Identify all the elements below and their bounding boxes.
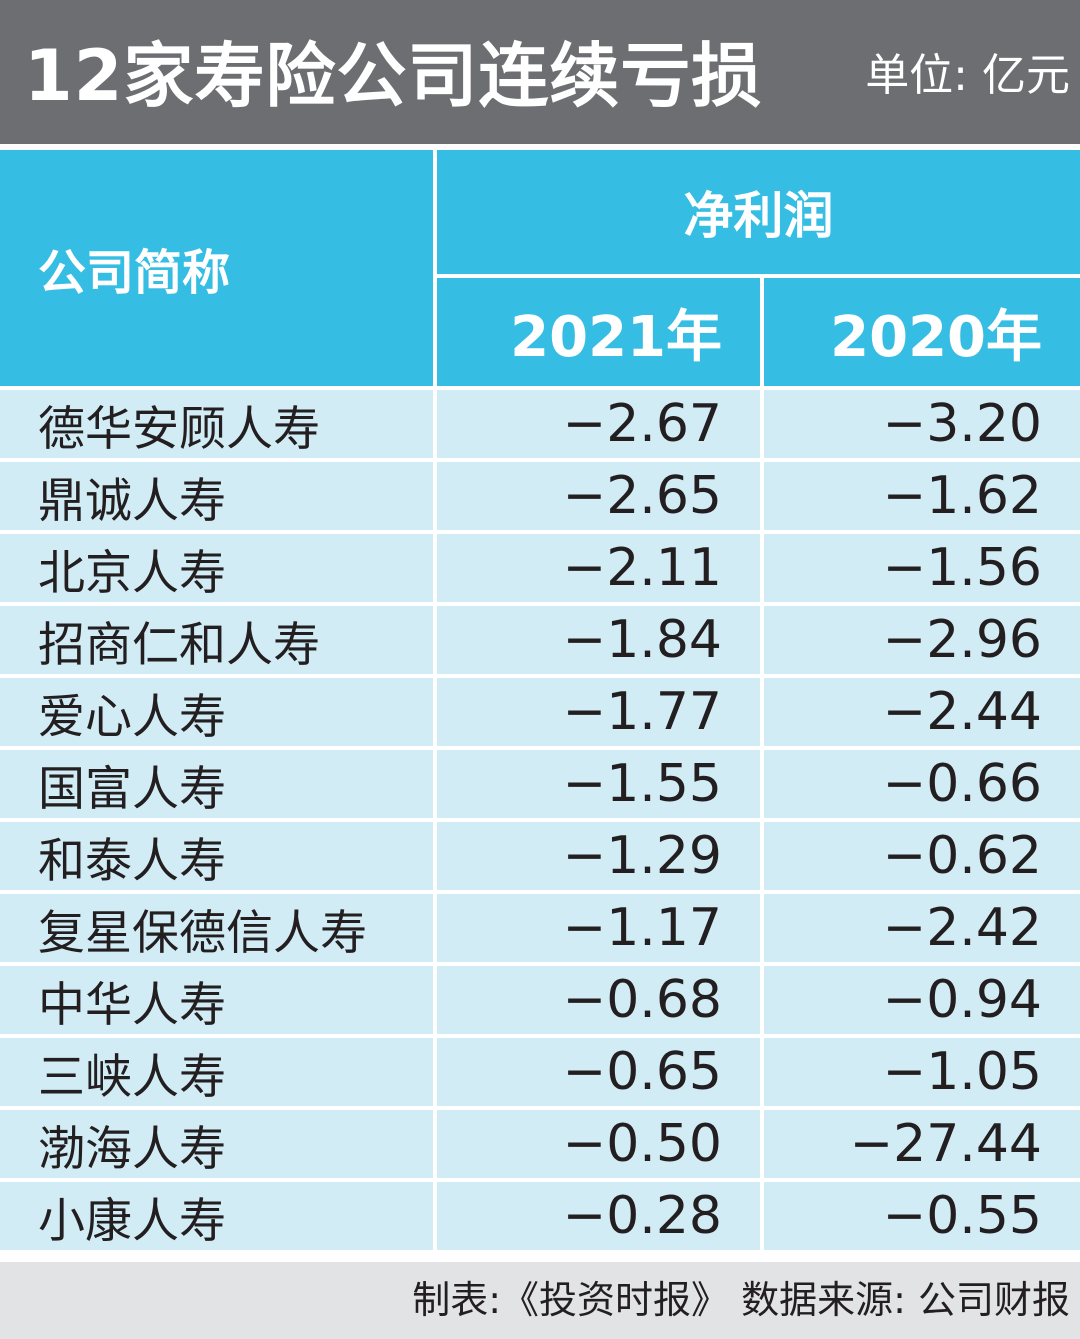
company-name-cell: 国富人寿 xyxy=(0,750,433,818)
table-row: 和泰人寿 −1.29 −0.62 xyxy=(0,822,1080,890)
value-2021-cell: −0.50 xyxy=(437,1110,760,1178)
company-name-cell: 鼎诚人寿 xyxy=(0,462,433,530)
table-row: 国富人寿 −1.55 −0.66 xyxy=(0,750,1080,818)
value-2020-cell: −1.56 xyxy=(764,534,1080,602)
table-row: 北京人寿 −2.11 −1.56 xyxy=(0,534,1080,602)
unit-label: 单位: 亿元 xyxy=(865,50,1070,101)
value-2021-cell: −0.28 xyxy=(437,1182,760,1250)
table-row: 德华安顾人寿 −2.67 −3.20 xyxy=(0,390,1080,458)
table-row: 小康人寿 −0.28 −0.55 xyxy=(0,1182,1080,1250)
value-2020-cell: −0.66 xyxy=(764,750,1080,818)
table-row: 中华人寿 −0.68 −0.94 xyxy=(0,966,1080,1034)
value-2020-cell: −2.42 xyxy=(764,894,1080,962)
value-2020-cell: −3.20 xyxy=(764,390,1080,458)
table-row: 渤海人寿 −0.50 −27.44 xyxy=(0,1110,1080,1178)
table-row: 三峡人寿 −0.65 −1.05 xyxy=(0,1038,1080,1106)
source-note: 制表:《投资时报》 数据来源: 公司财报 xyxy=(412,1278,1070,1322)
value-2020-cell: −2.44 xyxy=(764,678,1080,746)
value-2021-cell: −2.11 xyxy=(437,534,760,602)
table-row: 爱心人寿 −1.77 −2.44 xyxy=(0,678,1080,746)
title-bar: 12家寿险公司连续亏损 单位: 亿元 xyxy=(0,0,1080,144)
value-2020-cell: −0.62 xyxy=(764,822,1080,890)
value-2021-cell: −1.77 xyxy=(437,678,760,746)
company-name-cell: 小康人寿 xyxy=(0,1182,433,1250)
footer-bar: 制表:《投资时报》 数据来源: 公司财报 xyxy=(0,1262,1080,1339)
value-2021-cell: −1.17 xyxy=(437,894,760,962)
value-2020-cell: −2.96 xyxy=(764,606,1080,674)
company-name-cell: 和泰人寿 xyxy=(0,822,433,890)
table-row: 复星保德信人寿 −1.17 −2.42 xyxy=(0,894,1080,962)
value-2021-cell: −1.55 xyxy=(437,750,760,818)
value-2021-cell: −0.68 xyxy=(437,966,760,1034)
company-name-cell: 中华人寿 xyxy=(0,966,433,1034)
company-name-cell: 招商仁和人寿 xyxy=(0,606,433,674)
table-row: 鼎诚人寿 −2.65 −1.62 xyxy=(0,462,1080,530)
value-2021-cell: −1.84 xyxy=(437,606,760,674)
company-name-cell: 渤海人寿 xyxy=(0,1110,433,1178)
column-header-2020: 2020年 xyxy=(764,278,1080,386)
company-name-cell: 三峡人寿 xyxy=(0,1038,433,1106)
value-2020-cell: −0.94 xyxy=(764,966,1080,1034)
column-header-company: 公司简称 xyxy=(0,150,433,386)
column-header-2021: 2021年 xyxy=(437,278,760,386)
value-2021-cell: −2.65 xyxy=(437,462,760,530)
company-name-cell: 复星保德信人寿 xyxy=(0,894,433,962)
value-2020-cell: −27.44 xyxy=(764,1110,1080,1178)
value-2020-cell: −0.55 xyxy=(764,1182,1080,1250)
company-name-cell: 北京人寿 xyxy=(0,534,433,602)
value-2020-cell: −1.62 xyxy=(764,462,1080,530)
value-2020-cell: −1.05 xyxy=(764,1038,1080,1106)
value-2021-cell: −1.29 xyxy=(437,822,760,890)
company-name-cell: 德华安顾人寿 xyxy=(0,390,433,458)
column-group-net-profit: 净利润 xyxy=(437,150,1080,274)
value-2021-cell: −0.65 xyxy=(437,1038,760,1106)
company-name-cell: 爱心人寿 xyxy=(0,678,433,746)
page-title: 12家寿险公司连续亏损 xyxy=(24,35,763,117)
table-header: 公司简称 净利润 2021年 2020年 xyxy=(0,150,1080,386)
table-row: 招商仁和人寿 −1.84 −2.96 xyxy=(0,606,1080,674)
value-2021-cell: −2.67 xyxy=(437,390,760,458)
table-body: 德华安顾人寿 −2.67 −3.20 鼎诚人寿 −2.65 −1.62 北京人寿 −2.11−… xyxy=(0,386,1080,1256)
